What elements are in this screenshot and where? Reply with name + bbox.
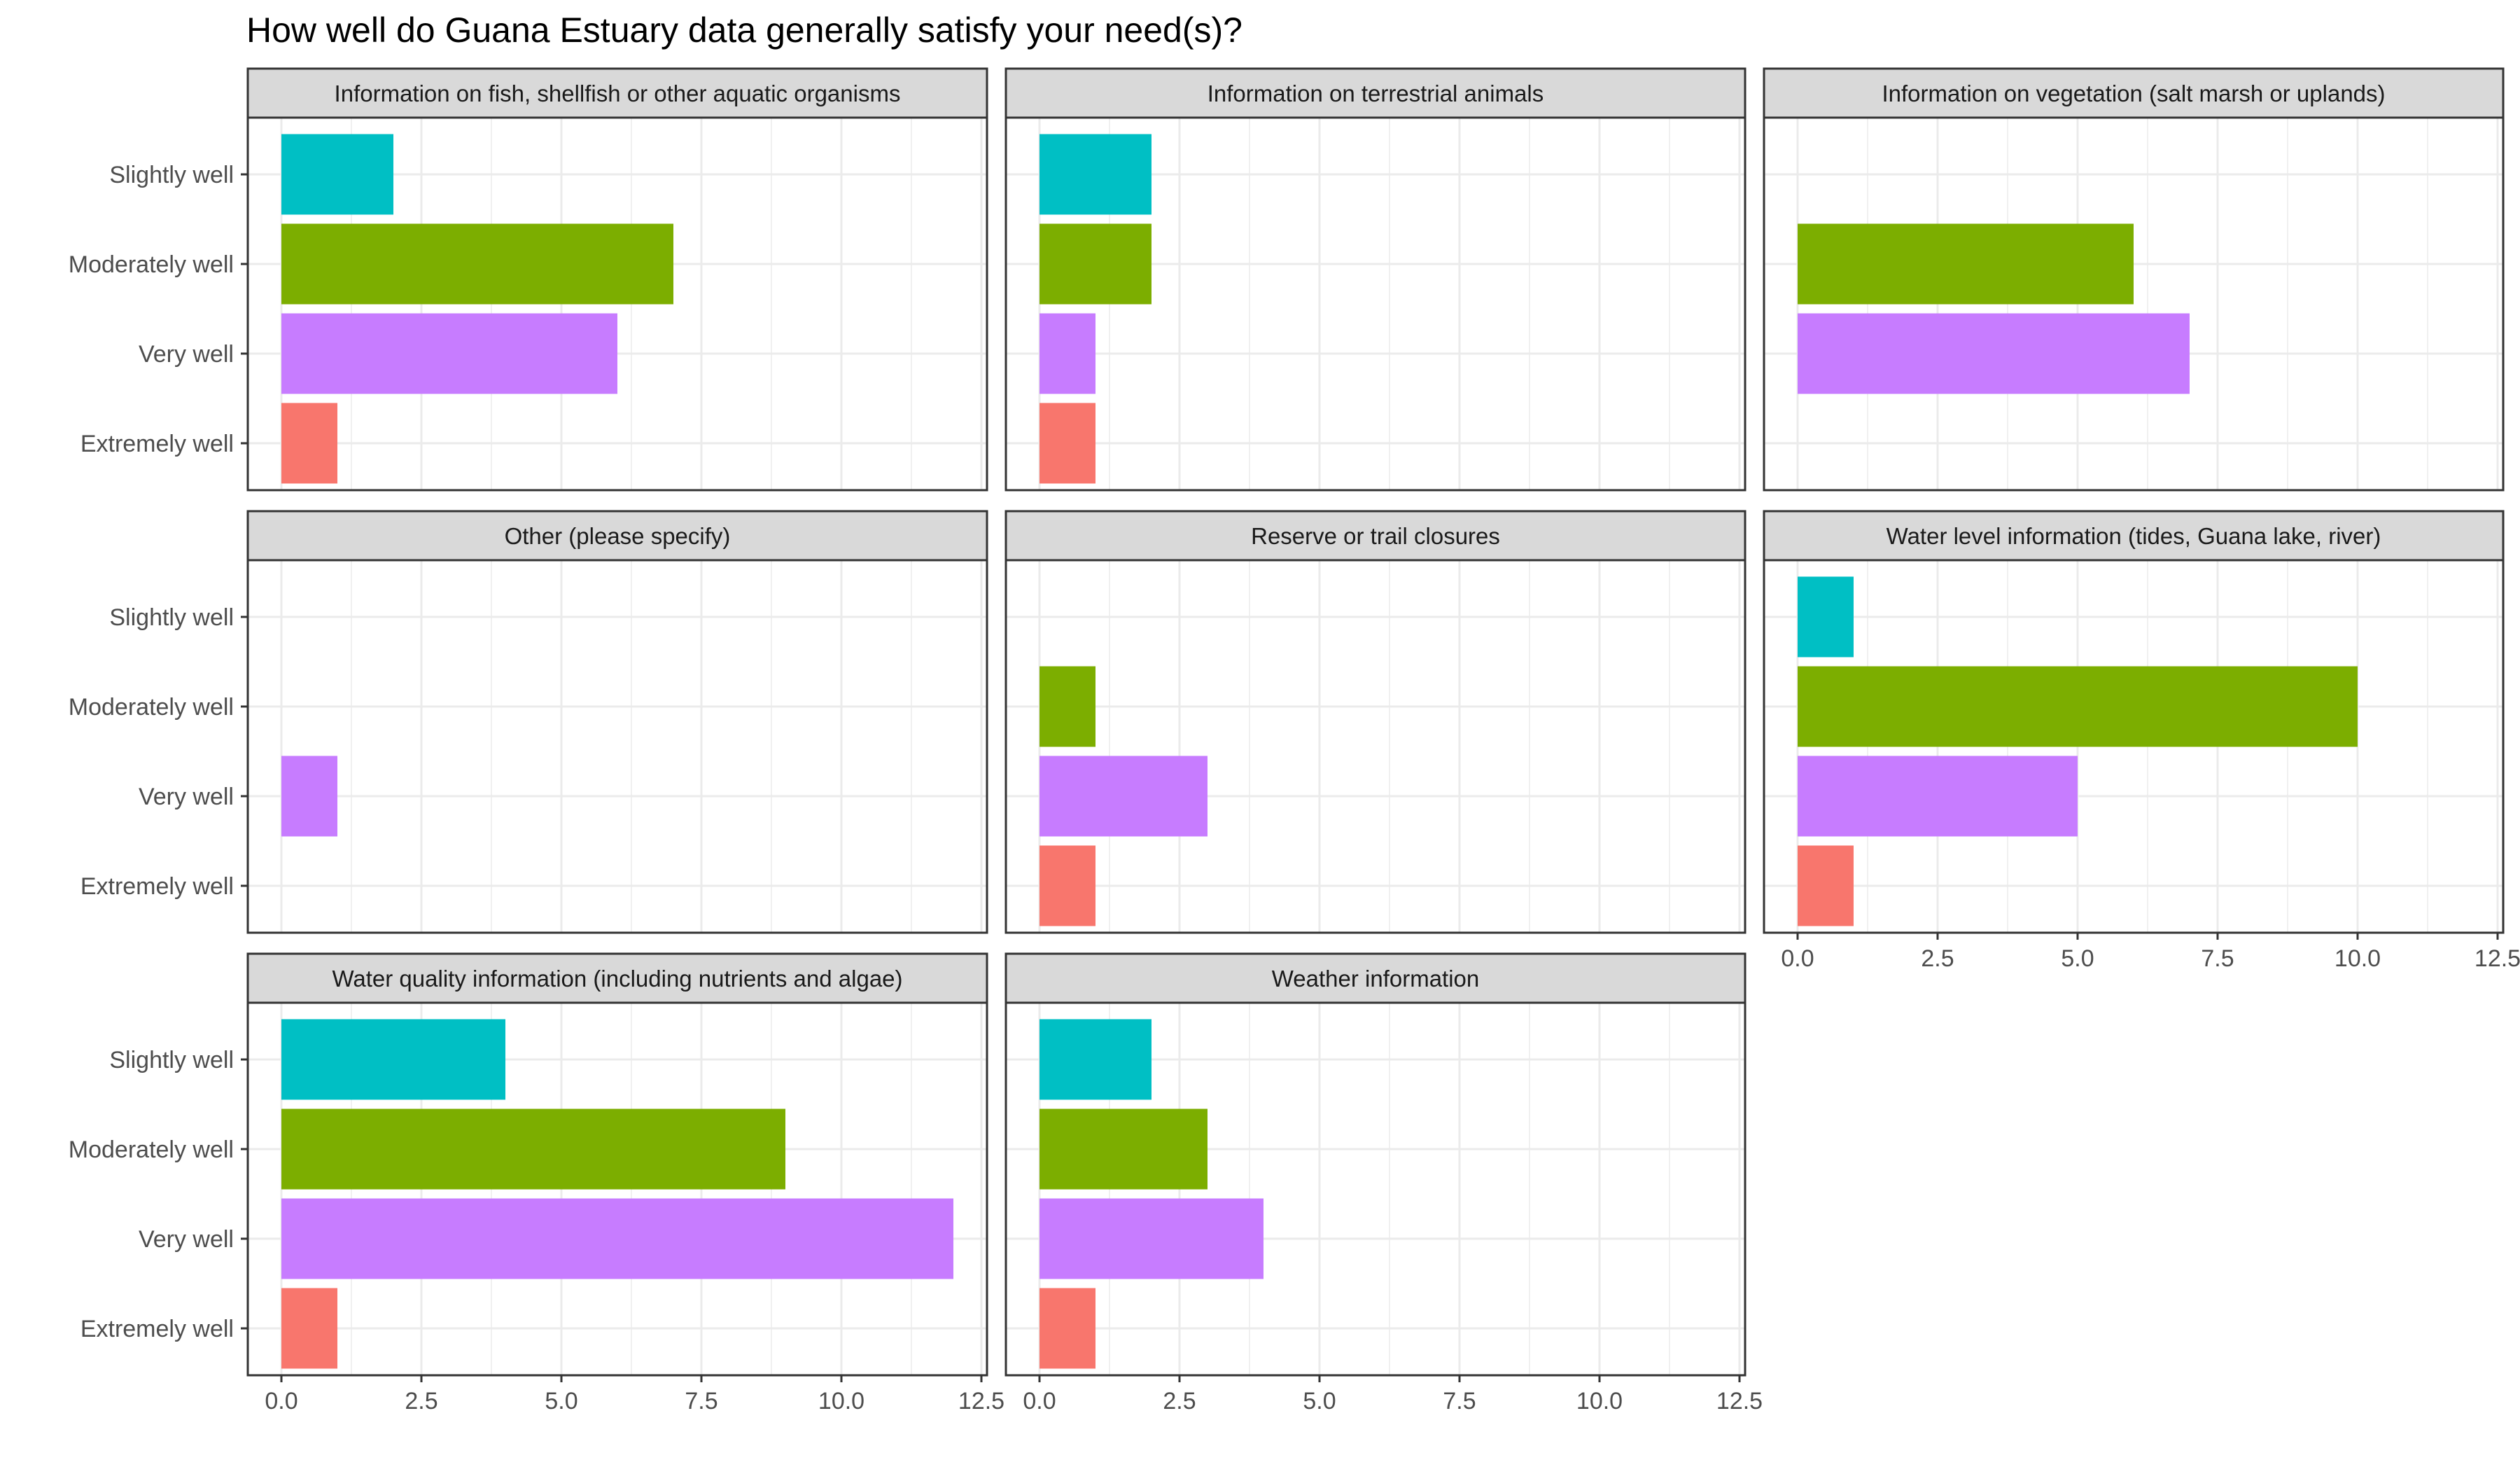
- y-tick-label: Very well: [139, 1226, 234, 1253]
- x-tick-label: 0.0: [1781, 945, 1814, 972]
- y-tick-label: Moderately well: [69, 251, 234, 278]
- bar: [281, 1288, 337, 1369]
- facet-strip: [246, 67, 988, 119]
- panel-border: [246, 116, 988, 492]
- bar: [1040, 403, 1096, 484]
- bar: [1040, 1108, 1208, 1190]
- y-tick-label: Extremely well: [80, 873, 234, 900]
- bar: [1040, 1198, 1264, 1279]
- bar: [1798, 756, 2078, 837]
- bar: [1040, 313, 1096, 394]
- panel-border: [1763, 116, 2505, 492]
- facet-strip-label: Water quality information (including nut…: [332, 966, 902, 992]
- bar: [281, 756, 337, 837]
- panel-border: [1004, 559, 1746, 934]
- x-tick-label: 12.5: [1716, 1388, 1763, 1414]
- x-tick-label: 10.0: [2334, 945, 2381, 972]
- panel-border: [1004, 116, 1746, 492]
- bar: [281, 313, 617, 394]
- x-tick-label: 0.0: [265, 1388, 298, 1414]
- bar: [1040, 1019, 1152, 1100]
- bar: [1040, 666, 1096, 747]
- bar: [1040, 134, 1152, 215]
- x-tick-label: 7.5: [685, 1388, 718, 1414]
- x-tick-label: 10.0: [818, 1388, 864, 1414]
- bar: [1040, 1288, 1096, 1369]
- y-tick-label: Slightly well: [109, 604, 234, 631]
- x-tick-label: 7.5: [1443, 1388, 1476, 1414]
- x-tick-label: 5.0: [1303, 1388, 1336, 1414]
- x-tick-label: 2.5: [1921, 945, 1954, 972]
- facet-strip-label: Information on fish, shellfish or other …: [335, 81, 901, 106]
- bar: [1798, 666, 2358, 747]
- facet-strip-label: Other (please specify): [505, 523, 731, 549]
- bar: [1040, 223, 1152, 305]
- y-tick-label: Moderately well: [69, 1136, 234, 1163]
- bar: [281, 1019, 505, 1100]
- facet-strip-label: Weather information: [1272, 966, 1480, 992]
- bar: [1798, 576, 1854, 658]
- y-tick-label: Slightly well: [109, 1047, 234, 1073]
- y-tick-label: Very well: [139, 784, 234, 810]
- panel-border: [246, 559, 988, 934]
- chart-title: How well do Guana Estuary data generally…: [246, 11, 1242, 50]
- x-tick-label: 2.5: [1163, 1388, 1196, 1414]
- panel-border: [1004, 1001, 1746, 1377]
- x-tick-label: 0.0: [1023, 1388, 1056, 1414]
- x-tick-label: 5.0: [2061, 945, 2094, 972]
- facet-strip: [1763, 67, 2505, 119]
- y-tick-label: Extremely well: [80, 431, 234, 457]
- facet-strip-label: Information on terrestrial animals: [1208, 81, 1544, 106]
- facet-strip: [1763, 510, 2505, 562]
- bar: [1040, 845, 1096, 926]
- bar: [281, 403, 337, 484]
- bar: [1798, 223, 2134, 305]
- bar: [1798, 313, 2190, 394]
- panel-border: [1763, 559, 2505, 934]
- y-tick-label: Very well: [139, 341, 234, 368]
- x-tick-label: 10.0: [1576, 1388, 1623, 1414]
- x-tick-label: 12.5: [2474, 945, 2520, 972]
- y-tick-label: Extremely well: [80, 1316, 234, 1342]
- facet-strip-label: Water level information (tides, Guana la…: [1886, 523, 2381, 549]
- bar: [1798, 845, 1854, 926]
- panel-border: [246, 1001, 988, 1377]
- bar: [281, 1198, 953, 1279]
- bar: [281, 134, 393, 215]
- bar: [281, 1108, 785, 1190]
- x-tick-label: 5.0: [545, 1388, 578, 1414]
- y-tick-label: Slightly well: [109, 162, 234, 188]
- bar: [1040, 756, 1208, 837]
- x-tick-label: 12.5: [958, 1388, 1004, 1414]
- facet-strip-label: Reserve or trail closures: [1251, 523, 1500, 549]
- x-tick-label: 7.5: [2201, 945, 2234, 972]
- facet-strip-label: Information on vegetation (salt marsh or…: [1882, 81, 2385, 106]
- bar: [281, 223, 673, 305]
- y-tick-label: Moderately well: [69, 694, 234, 721]
- x-tick-label: 2.5: [405, 1388, 438, 1414]
